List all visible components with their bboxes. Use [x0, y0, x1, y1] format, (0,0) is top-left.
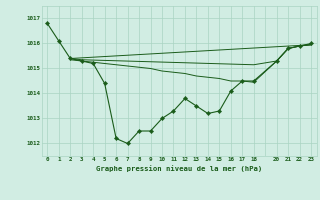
- X-axis label: Graphe pression niveau de la mer (hPa): Graphe pression niveau de la mer (hPa): [96, 165, 262, 172]
